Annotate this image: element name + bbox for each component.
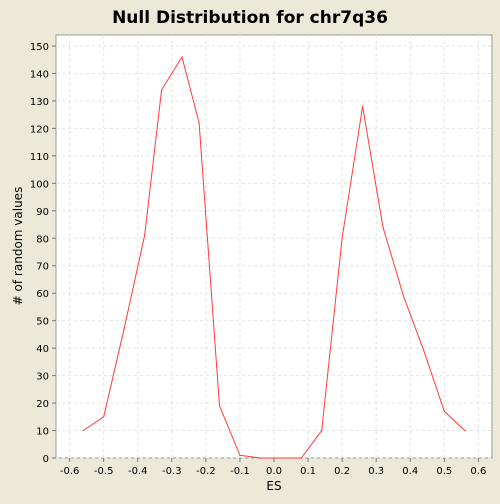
y-tick-label: 10	[36, 427, 49, 438]
x-tick-label: -0.5	[94, 466, 114, 477]
data-point	[181, 56, 183, 58]
y-tick-label: 50	[36, 317, 49, 328]
x-tick-label: -0.1	[230, 466, 250, 477]
x-tick-label: -0.3	[162, 466, 182, 477]
x-tick-label: -0.6	[60, 466, 80, 477]
y-tick-label: 150	[30, 42, 49, 53]
data-point	[280, 457, 282, 459]
x-tick-label: 0.2	[334, 466, 350, 477]
data-point	[143, 234, 146, 237]
data-point	[218, 405, 221, 407]
data-point	[443, 410, 445, 412]
y-tick-label: 70	[36, 262, 49, 273]
y-tick-label: 30	[36, 372, 49, 383]
data-point	[382, 226, 384, 228]
y-tick-label: 60	[36, 289, 49, 300]
y-tick-label: 80	[36, 234, 49, 245]
axes: 0 10 20 30 40 50 60 70 80 90 100 110 120 130 140 150 -0.…	[30, 42, 486, 477]
data-point	[198, 122, 200, 124]
y-tick-label: 90	[36, 207, 49, 218]
y-tick-label: 100	[30, 179, 49, 190]
x-tick-label: 0.0	[266, 466, 282, 477]
y-tick-label: 110	[30, 152, 49, 163]
x-tick-label: 0.6	[470, 466, 486, 477]
series-line-0	[82, 55, 466, 459]
data-point	[402, 295, 405, 297]
x-tick-label: -0.4	[128, 466, 148, 477]
chart-title: Null Distribution for chr7q36	[112, 8, 388, 28]
data-point	[321, 429, 323, 432]
data-point	[82, 429, 84, 432]
data-point	[341, 237, 343, 239]
y-tick-label: 40	[36, 344, 49, 355]
x-axis-label: ES	[266, 479, 281, 493]
data-point	[259, 457, 261, 459]
x-tick-label: 0.1	[300, 466, 316, 477]
y-tick-label: 130	[30, 97, 49, 108]
data-point	[300, 457, 302, 459]
series-layer	[82, 55, 466, 459]
x-tick-label: 0.5	[436, 466, 452, 477]
data-point	[103, 416, 105, 418]
y-tick-label: 0	[43, 454, 49, 465]
data-point	[123, 328, 125, 330]
x-tick-label: 0.4	[402, 466, 418, 477]
x-tick-label: 0.3	[368, 466, 384, 477]
y-axis-label: # of random values	[11, 187, 25, 306]
data-point	[464, 429, 466, 432]
data-point	[160, 89, 163, 91]
data-point	[423, 350, 425, 352]
y-tick-label: 20	[36, 399, 49, 410]
y-tick-label: 120	[30, 124, 49, 135]
y-tick-label: 140	[30, 69, 49, 80]
data-point	[361, 105, 364, 108]
x-tick-label: -0.2	[196, 466, 216, 477]
grid-lines	[56, 35, 492, 459]
data-point	[239, 454, 241, 456]
